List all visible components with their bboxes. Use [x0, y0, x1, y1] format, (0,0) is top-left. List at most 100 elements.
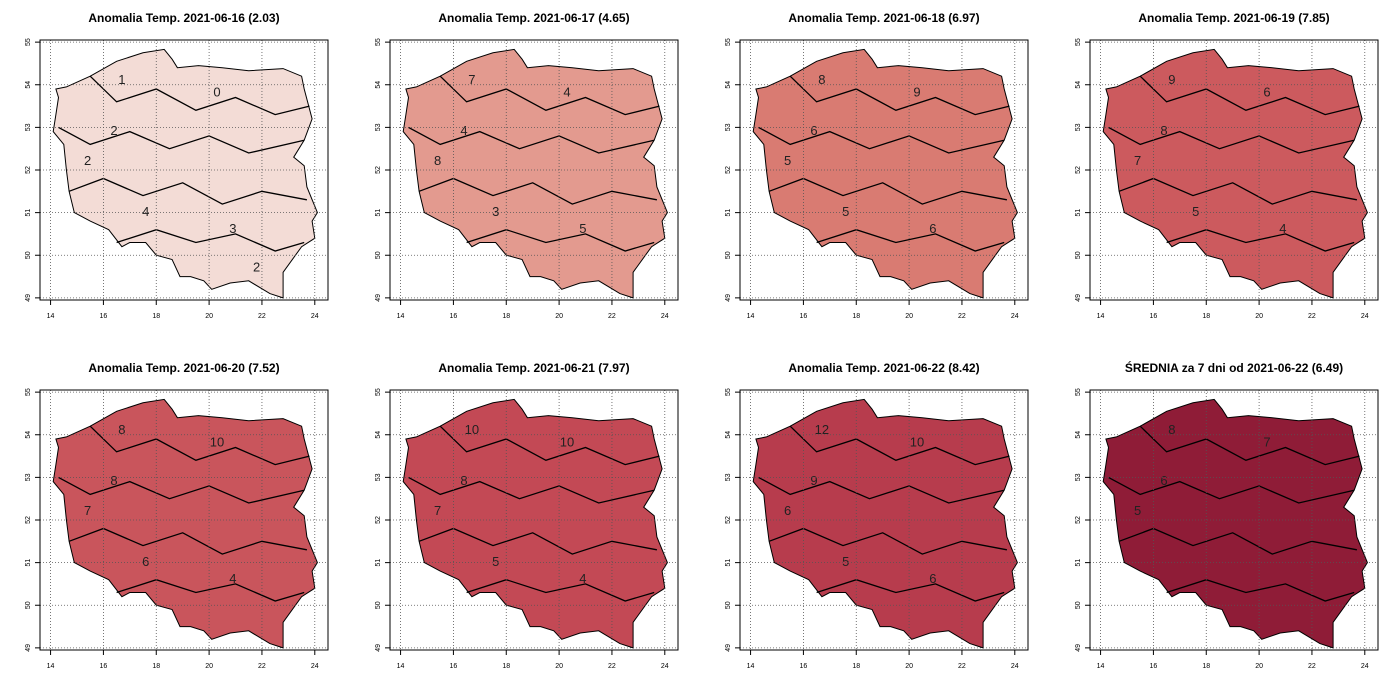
- contour-line: [1108, 126, 1355, 154]
- x-tick-label: 18: [852, 313, 860, 320]
- y-tick-label: 50: [25, 251, 32, 259]
- x-tick-label: 24: [311, 663, 319, 670]
- contour-label: 3: [492, 204, 499, 219]
- y-tick-label: 53: [1075, 473, 1082, 481]
- y-tick-label: 50: [725, 601, 732, 609]
- panel-title: Anomalia Temp. 2021-06-20 (7.52): [88, 361, 279, 375]
- y-tick-label: 53: [375, 473, 382, 481]
- y-tick-label: 49: [725, 294, 732, 302]
- x-tick-label: 14: [397, 313, 405, 320]
- contour-label: 6: [1160, 473, 1167, 488]
- x-tick-label: 22: [1308, 663, 1316, 670]
- contour-line: [439, 425, 660, 466]
- contour-label: 8: [1168, 422, 1175, 437]
- x-tick-label: 14: [747, 313, 755, 320]
- y-tick-label: 54: [1075, 81, 1082, 89]
- y-tick-label: 52: [725, 516, 732, 524]
- y-tick-label: 51: [25, 559, 32, 567]
- contour-label: 0: [213, 85, 220, 100]
- contour-line: [116, 579, 305, 602]
- y-tick-label: 49: [1075, 644, 1082, 652]
- panel-title: ŚREDNIA za 7 dni od 2021-06-22 (6.49): [1125, 360, 1343, 375]
- x-tick-label: 14: [47, 313, 55, 320]
- plot-frame: [389, 39, 679, 301]
- y-tick-label: 52: [25, 516, 32, 524]
- panel-title: Anomalia Temp. 2021-06-16 (2.03): [88, 11, 279, 25]
- contour-line: [1108, 476, 1355, 504]
- y-tick-label: 55: [725, 388, 732, 396]
- contour-label: 4: [563, 85, 570, 100]
- plot-frame: [1089, 39, 1379, 301]
- contour-line: [89, 425, 310, 466]
- contour-line: [439, 75, 660, 116]
- contour-line: [58, 126, 305, 154]
- plot-frame: [389, 389, 679, 651]
- y-tick-label: 53: [725, 123, 732, 131]
- x-tick-label: 14: [1097, 663, 1105, 670]
- x-tick-label: 22: [958, 313, 966, 320]
- country-fill: [1102, 398, 1368, 649]
- contour-line: [1139, 75, 1360, 116]
- contour-line: [816, 229, 1005, 252]
- x-tick-label: 18: [502, 663, 510, 670]
- y-tick-label: 55: [25, 38, 32, 46]
- contour-label: 4: [579, 571, 586, 586]
- contour-label: 5: [784, 153, 791, 168]
- contour-line: [789, 75, 1010, 116]
- x-tick-label: 16: [100, 313, 108, 320]
- contour-label: 8: [1160, 123, 1167, 138]
- y-tick-label: 53: [725, 473, 732, 481]
- contour-label: 4: [142, 204, 149, 219]
- x-tick-label: 18: [152, 663, 160, 670]
- y-tick-label: 51: [725, 559, 732, 567]
- y-tick-label: 50: [1075, 601, 1082, 609]
- map-panel: Anomalia Temp. 2021-06-16 (2.03)10224321…: [25, 11, 329, 320]
- y-tick-label: 51: [1075, 209, 1082, 217]
- country-fill: [52, 398, 318, 649]
- plot-frame: [739, 39, 1029, 301]
- map-panel: Anomalia Temp. 2021-06-17 (4.65)74483514…: [375, 11, 679, 320]
- x-tick-label: 14: [397, 663, 405, 670]
- y-tick-label: 55: [25, 388, 32, 396]
- x-tick-label: 16: [100, 663, 108, 670]
- y-tick-label: 55: [1075, 388, 1082, 396]
- contour-line: [1139, 425, 1360, 466]
- contour-label: 5: [842, 204, 849, 219]
- contour-line: [758, 126, 1005, 154]
- contour-label: 2: [84, 153, 91, 168]
- x-tick-label: 16: [1150, 663, 1158, 670]
- x-tick-label: 22: [258, 663, 266, 670]
- contour-label: 12: [815, 422, 829, 437]
- y-tick-label: 53: [1075, 123, 1082, 131]
- x-tick-label: 22: [958, 663, 966, 670]
- y-tick-label: 49: [1075, 294, 1082, 302]
- contour-line: [408, 126, 655, 154]
- y-tick-label: 55: [375, 38, 382, 46]
- y-tick-label: 50: [1075, 251, 1082, 259]
- contour-line: [466, 229, 655, 252]
- contour-line: [1166, 579, 1355, 602]
- x-tick-label: 22: [258, 313, 266, 320]
- x-tick-label: 20: [1255, 313, 1263, 320]
- map-panel: ŚREDNIA za 7 dni od 2021-06-22 (6.49) 8 7 6…: [1075, 360, 1379, 670]
- y-tick-label: 52: [1075, 516, 1082, 524]
- y-tick-label: 49: [25, 644, 32, 652]
- contour-label: 4: [1279, 221, 1286, 236]
- contour-label: 1: [118, 72, 125, 87]
- contour-label: 6: [929, 221, 936, 236]
- x-tick-label: 24: [1011, 313, 1019, 320]
- y-tick-label: 53: [375, 123, 382, 131]
- contour-label: 6: [929, 571, 936, 586]
- y-tick-label: 54: [1075, 431, 1082, 439]
- contour-label: 7: [434, 503, 441, 518]
- y-tick-label: 49: [375, 644, 382, 652]
- y-tick-label: 50: [25, 601, 32, 609]
- y-tick-label: 49: [725, 644, 732, 652]
- x-tick-label: 20: [555, 313, 563, 320]
- contour-label: 5: [492, 554, 499, 569]
- contour-label: 4: [460, 123, 467, 138]
- contour-label: 5: [1192, 204, 1199, 219]
- y-tick-label: 54: [25, 81, 32, 89]
- panel-title: Anomalia Temp. 2021-06-17 (4.65): [438, 11, 629, 25]
